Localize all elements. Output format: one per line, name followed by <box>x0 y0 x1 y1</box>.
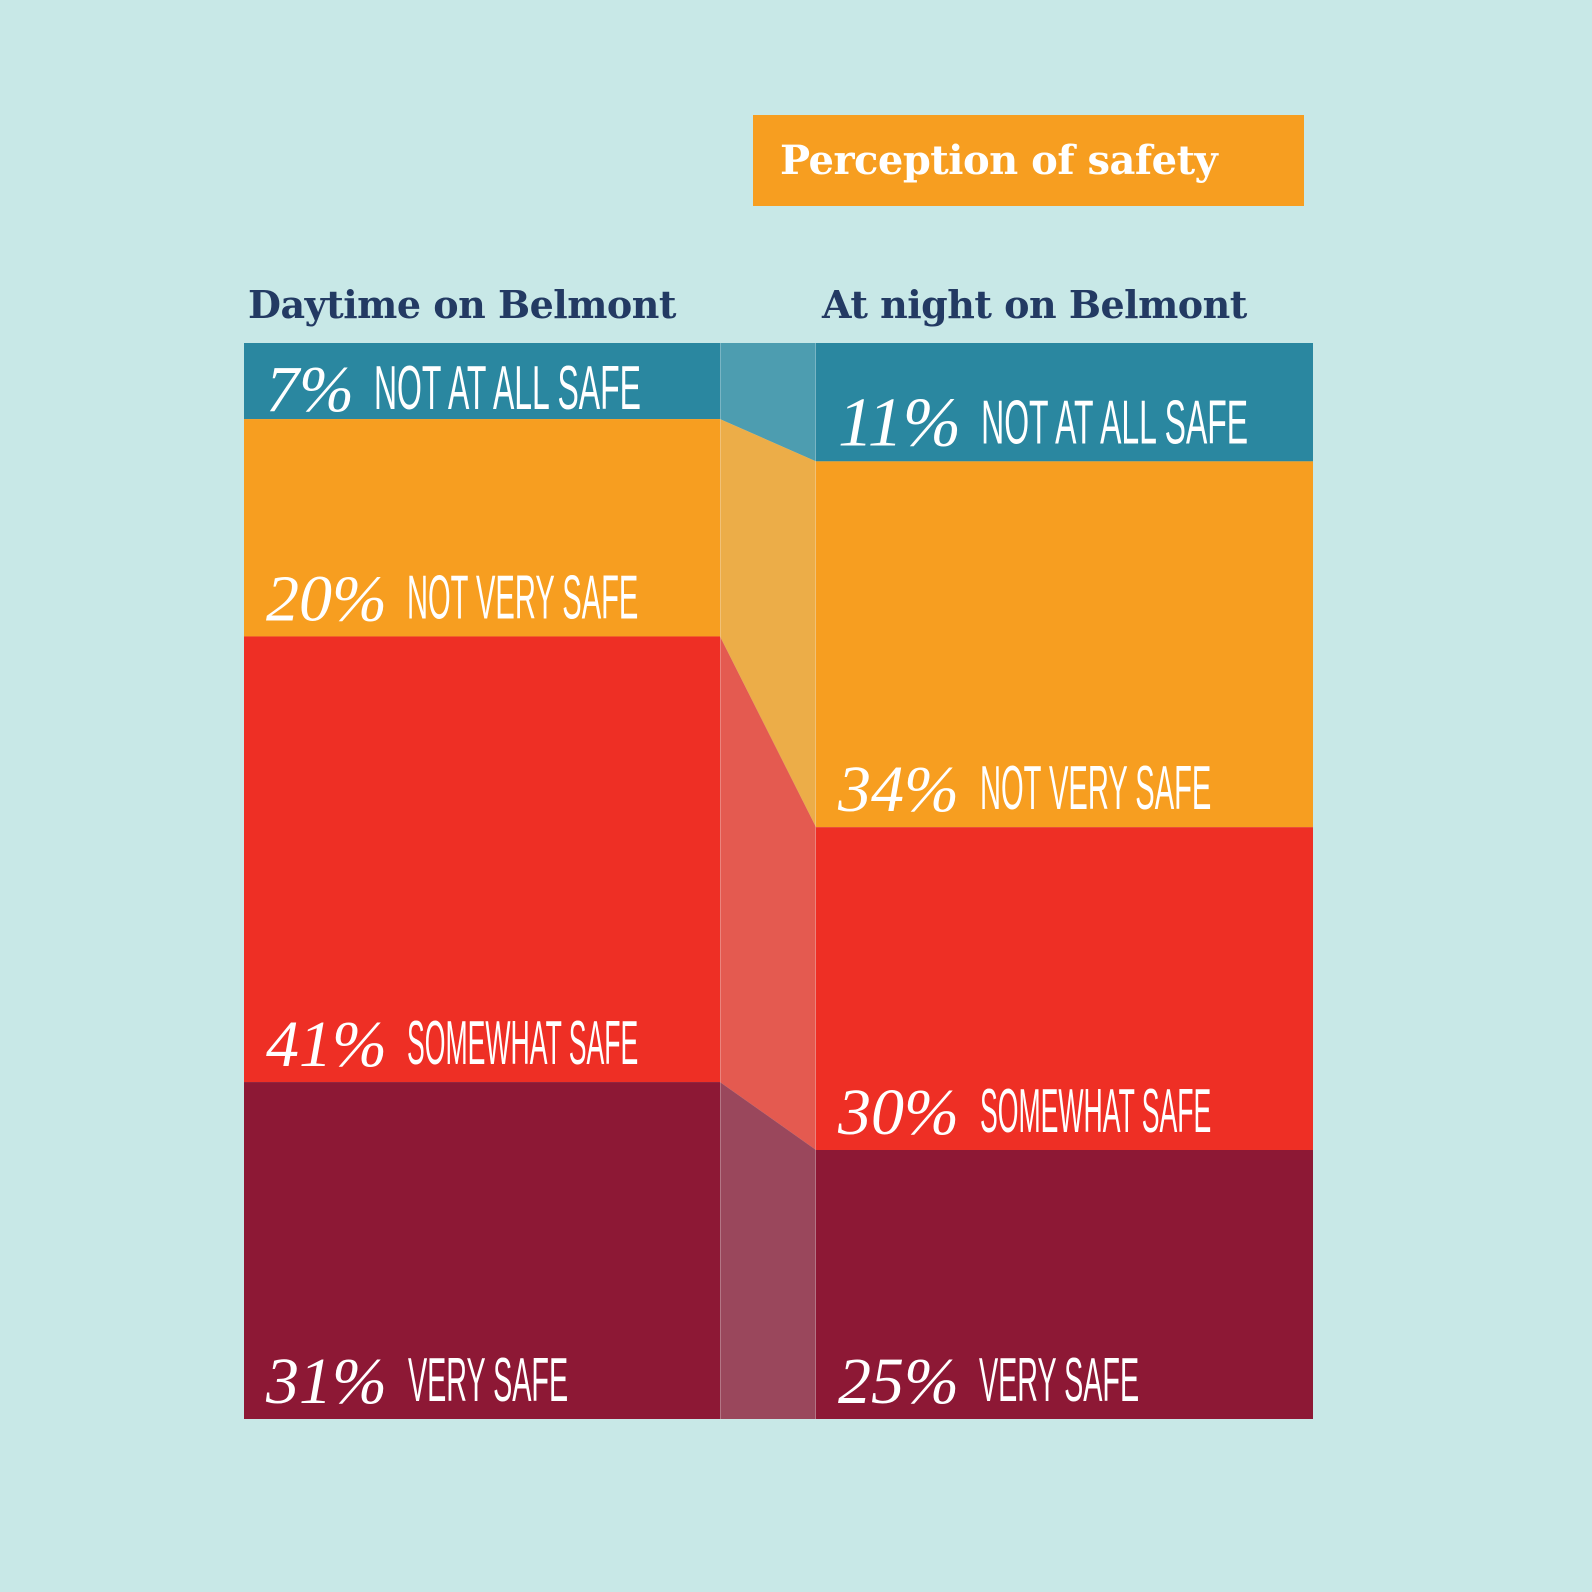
category-label-daytime-somewhat-safe: SOMEWHAT SAFE <box>407 1009 638 1078</box>
value-label-daytime-somewhat-safe: 41% <box>266 1008 387 1081</box>
value-label-night-not-at-all-safe: 11% <box>838 384 961 461</box>
bar-segment-daytime-not-at-all-safe <box>244 343 720 420</box>
bar-segment-night-not-very-safe <box>816 461 1313 828</box>
bar-segment-night-somewhat-safe <box>816 827 1313 1150</box>
bar-segment-night-not-at-all-safe <box>816 343 1313 462</box>
value-label-night-not-very-safe: 34% <box>837 753 959 826</box>
bar-segment-daytime-very-safe <box>244 1082 720 1419</box>
chart-title-box: Perception of safety <box>753 115 1304 206</box>
category-label-night-very-safe: VERY SAFE <box>979 1346 1139 1415</box>
chart-title: Perception of safety <box>780 137 1218 184</box>
bar-segment-daytime-not-very-safe <box>244 419 720 637</box>
connector-not-very-safe <box>720 419 816 828</box>
bar-segment-daytime-somewhat-safe <box>244 636 720 1083</box>
category-label-night-somewhat-safe: SOMEWHAT SAFE <box>980 1077 1211 1146</box>
value-label-daytime-not-at-all-safe: 7% <box>266 353 354 426</box>
category-label-daytime-very-safe: VERY SAFE <box>408 1346 568 1415</box>
value-label-daytime-very-safe: 31% <box>265 1345 387 1418</box>
category-label-night-not-at-all-safe: NOT AT ALL SAFE <box>981 388 1248 457</box>
value-label-night-very-safe: 25% <box>838 1345 959 1418</box>
column-heading-night: At night on Belmont <box>822 282 1247 327</box>
category-label-daytime-not-very-safe: NOT VERY SAFE <box>407 563 638 632</box>
connector-somewhat-safe <box>720 636 816 1150</box>
connector-not-at-all-safe <box>720 343 816 462</box>
column-heading-daytime: Daytime on Belmont <box>248 282 676 327</box>
bar-segment-night-very-safe <box>816 1150 1313 1419</box>
value-label-night-somewhat-safe: 30% <box>837 1076 959 1149</box>
category-label-night-not-very-safe: NOT VERY SAFE <box>980 754 1211 823</box>
category-label-daytime-not-at-all-safe: NOT AT ALL SAFE <box>374 354 641 423</box>
value-label-daytime-not-very-safe: 20% <box>266 562 387 635</box>
connector-very-safe <box>720 1082 816 1419</box>
